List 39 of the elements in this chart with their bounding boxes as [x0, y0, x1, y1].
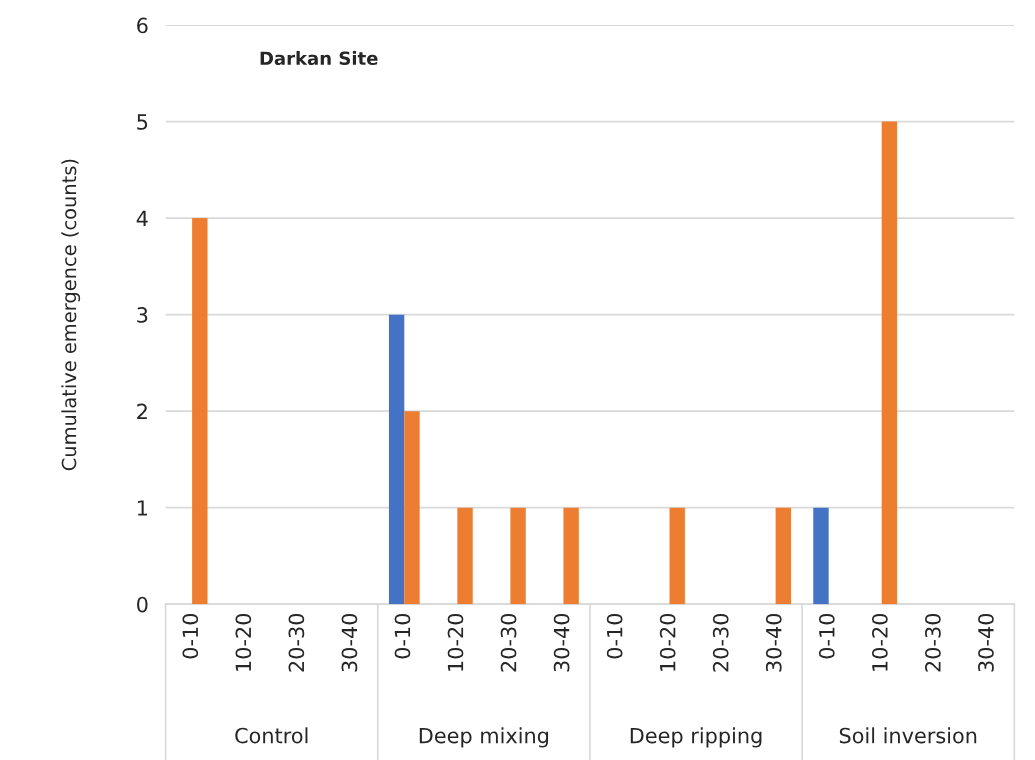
x-tick-label: 10-20 — [871, 613, 888, 671]
x-tick-label: 20-30 — [925, 613, 941, 672]
y-tick-label: 2 — [137, 403, 147, 420]
text: Deep ripping — [630, 727, 762, 748]
x-tick-label: 0-10 — [818, 613, 835, 659]
x-tick-label: 10-20 — [235, 613, 252, 671]
x-tick-label: 30-40 — [553, 613, 570, 672]
y-tick-label: 3 — [137, 307, 148, 323]
x-tick-label: 0-10 — [394, 613, 411, 659]
x-tick-label: 30-40 — [978, 613, 994, 672]
x-tick-label: 0-10 — [606, 613, 623, 659]
text: Soil inversion — [839, 727, 977, 744]
bar — [563, 507, 579, 605]
text: Deep mixing — [419, 727, 549, 748]
x-tick-label: 20-30 — [288, 613, 305, 672]
text: Control — [235, 727, 308, 744]
y-tick-label: 1 — [137, 500, 148, 516]
x-tick-label: 30-40 — [765, 613, 782, 672]
bar — [813, 507, 829, 605]
bar — [775, 507, 791, 605]
bar — [457, 507, 473, 605]
x-tick-label: 10-20 — [447, 613, 464, 671]
bar — [881, 121, 898, 605]
bar — [388, 314, 405, 605]
bar — [669, 507, 685, 605]
y-tick-label: 0 — [137, 596, 148, 613]
x-tick-label: 20-30 — [712, 613, 729, 672]
x-tick-label: 20-30 — [500, 613, 517, 672]
y-tick-label: 4 — [136, 210, 148, 227]
x-tick-label: 0-10 — [182, 613, 199, 659]
y-axis-title: Cumulative emergence (counts) — [61, 159, 81, 471]
bar — [192, 218, 208, 605]
y-tick-label: 6 — [137, 17, 148, 34]
bar — [510, 507, 526, 605]
x-tick-label: 30-40 — [341, 613, 358, 672]
text: Darkan Site — [260, 51, 378, 66]
bar — [404, 411, 420, 605]
y-tick-label: 5 — [137, 114, 148, 130]
x-tick-label: 10-20 — [659, 613, 676, 671]
